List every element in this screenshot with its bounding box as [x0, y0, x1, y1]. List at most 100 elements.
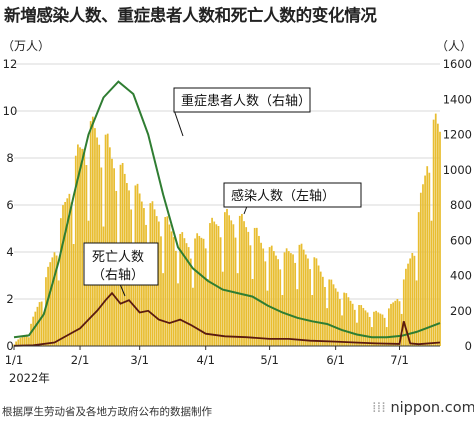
infection-bar: [38, 302, 41, 346]
infection-bar: [23, 334, 26, 346]
infection-bar: [102, 226, 105, 346]
infection-bar: [196, 233, 199, 346]
infection-bar: [247, 231, 250, 346]
x-tick-label: 2/1: [71, 353, 90, 367]
infection-bar: [366, 312, 369, 346]
infection-bar: [392, 302, 395, 346]
infection-bar: [238, 215, 241, 346]
infection-bar: [298, 244, 301, 346]
left-tick-label: 4: [6, 245, 13, 259]
infection-bar: [321, 276, 324, 346]
infection-bar: [206, 278, 209, 346]
infection-bar: [277, 259, 279, 346]
brand-name: nippon.com: [390, 400, 474, 416]
x-tick-label: 3/1: [130, 353, 149, 367]
infection-bar: [334, 288, 337, 346]
infection-bar: [32, 316, 35, 346]
infection-bar: [375, 310, 377, 346]
deaths-line: [13, 291, 441, 347]
infection-bar: [168, 224, 171, 346]
infection-bar: [181, 232, 184, 346]
infection-bar: [187, 247, 190, 346]
x-axis-year-label: 2022年: [9, 371, 50, 385]
infection-bar: [57, 280, 60, 346]
infection-bar: [383, 317, 386, 346]
left-tick-label: 6: [6, 198, 13, 212]
x-tick-label: 1/1: [5, 353, 24, 367]
infection-bar: [211, 217, 213, 346]
infection-bar: [309, 269, 311, 346]
deaths-annotation-box: [83, 242, 159, 286]
infection-bar: [230, 220, 233, 346]
infection-bar: [15, 341, 17, 346]
infection-bar: [209, 223, 211, 346]
infection-bar: [390, 303, 392, 346]
infection-bar: [368, 316, 371, 346]
infection-bar: [226, 208, 228, 346]
infection-bar: [304, 254, 307, 346]
infection-bar: [49, 262, 52, 346]
left-tick-label: 10: [3, 104, 18, 118]
infection-bar: [157, 221, 160, 346]
infection-bar: [91, 116, 94, 346]
infection-bar: [417, 212, 420, 346]
infection-bar: [294, 262, 297, 346]
infection-bar: [379, 313, 382, 346]
infection-bar: [51, 257, 54, 346]
infection-bar: [345, 293, 348, 346]
infection-bar: [221, 271, 224, 346]
x-tick-label: 4/1: [196, 353, 215, 367]
infection-bar: [351, 303, 354, 346]
infection-bar: [437, 123, 439, 346]
infection-bar: [160, 236, 162, 346]
deaths-annotation-label-line2: （右轴）: [92, 268, 144, 283]
infection-bar: [422, 184, 424, 346]
infection-bar: [343, 292, 346, 346]
infection-bar: [415, 280, 418, 346]
infection-bar: [42, 312, 45, 346]
infection-bar: [279, 269, 282, 346]
infection-bar: [30, 323, 32, 346]
infection-bar: [89, 121, 92, 346]
infection-bar: [147, 265, 150, 346]
infection-bar: [360, 305, 363, 346]
infection-bar: [396, 298, 399, 346]
infection-bar: [200, 237, 203, 346]
infection-bar: [362, 307, 365, 346]
infection-bar: [324, 287, 326, 346]
infection-bar: [177, 283, 179, 346]
x-axis-ticks: 1/1 2/1 3/1 4/1 5/1 6/1 7/1: [5, 346, 409, 367]
right-tick-label: 1400: [443, 92, 472, 106]
infection-bar: [398, 301, 401, 346]
infection-bar: [255, 227, 258, 346]
infection-bar: [253, 227, 256, 346]
infections-annotation: 感染人数（左轴）: [223, 182, 362, 215]
deaths-annotation-pointer: [119, 283, 126, 297]
infection-bar: [358, 305, 360, 346]
infection-bar: [36, 306, 39, 346]
left-tick-label: 0: [6, 339, 13, 353]
infection-bar: [45, 277, 47, 346]
infection-bar: [287, 251, 290, 346]
infection-bar: [243, 221, 245, 346]
infection-bar: [328, 279, 331, 346]
infection-bar: [94, 128, 96, 346]
infection-bar: [326, 308, 328, 346]
left-axis-unit: （万人）: [2, 39, 50, 53]
infection-bar: [413, 255, 416, 346]
infection-bar: [402, 279, 405, 346]
infection-bar: [428, 172, 431, 346]
infection-bar: [17, 339, 20, 346]
infection-bar: [268, 247, 271, 346]
right-axis-ticks: 0 200 400 600 800 1000 1200 1400 1600: [443, 57, 472, 353]
infection-bar: [106, 133, 109, 346]
infection-bar: [68, 193, 71, 346]
infection-bar: [409, 258, 412, 346]
infection-bar: [313, 257, 316, 346]
infection-bar: [388, 308, 390, 346]
deaths-annotation: 死亡人数 （右轴）: [83, 242, 159, 297]
infection-bar: [70, 202, 73, 346]
infection-bar: [21, 336, 24, 346]
infection-bar: [192, 287, 194, 346]
